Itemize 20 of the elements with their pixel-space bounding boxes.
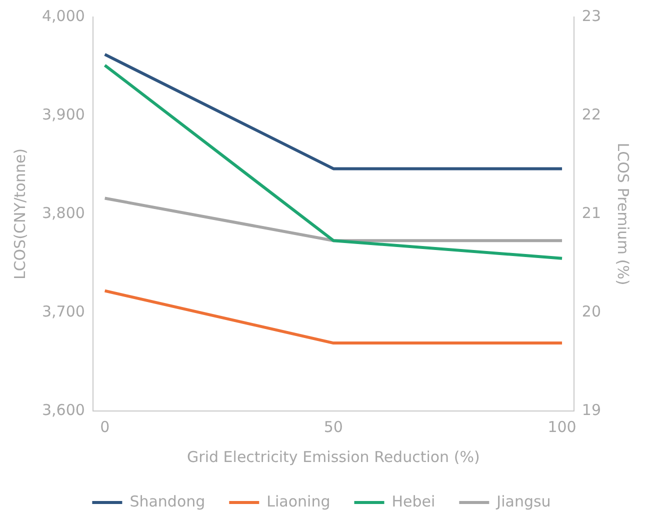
y-tick-label: 3,900 <box>42 105 85 124</box>
y2-tick-label: 20 <box>582 302 602 320</box>
y2-tick-label: 19 <box>582 400 602 419</box>
y-tick-label: 3,700 <box>42 302 85 320</box>
legend-label: Liaoning <box>266 492 330 510</box>
x-tick-label: 100 <box>548 418 576 436</box>
legend-label: Shandong <box>130 492 206 510</box>
legend-label: Hebei <box>392 492 436 510</box>
y2-tick-label: 21 <box>582 204 602 222</box>
y2-tick-label: 23 <box>582 6 602 25</box>
y-tick-label: 4,000 <box>42 6 85 25</box>
y-axis-title: LCOS(CNY/tonne) <box>10 148 29 280</box>
x-axis-title: Grid Electricity Emission Reduction (%) <box>187 448 480 466</box>
x-tick-label: 0 <box>100 418 110 436</box>
y2-tick-label: 22 <box>582 105 602 124</box>
legend-label: Jiangsu <box>496 492 551 510</box>
y-tick-label: 3,600 <box>42 400 85 419</box>
y-tick-label: 3,800 <box>42 204 85 222</box>
y2-axis-title: LCOS Premium (%) <box>614 142 632 286</box>
x-tick-label: 50 <box>324 418 343 436</box>
